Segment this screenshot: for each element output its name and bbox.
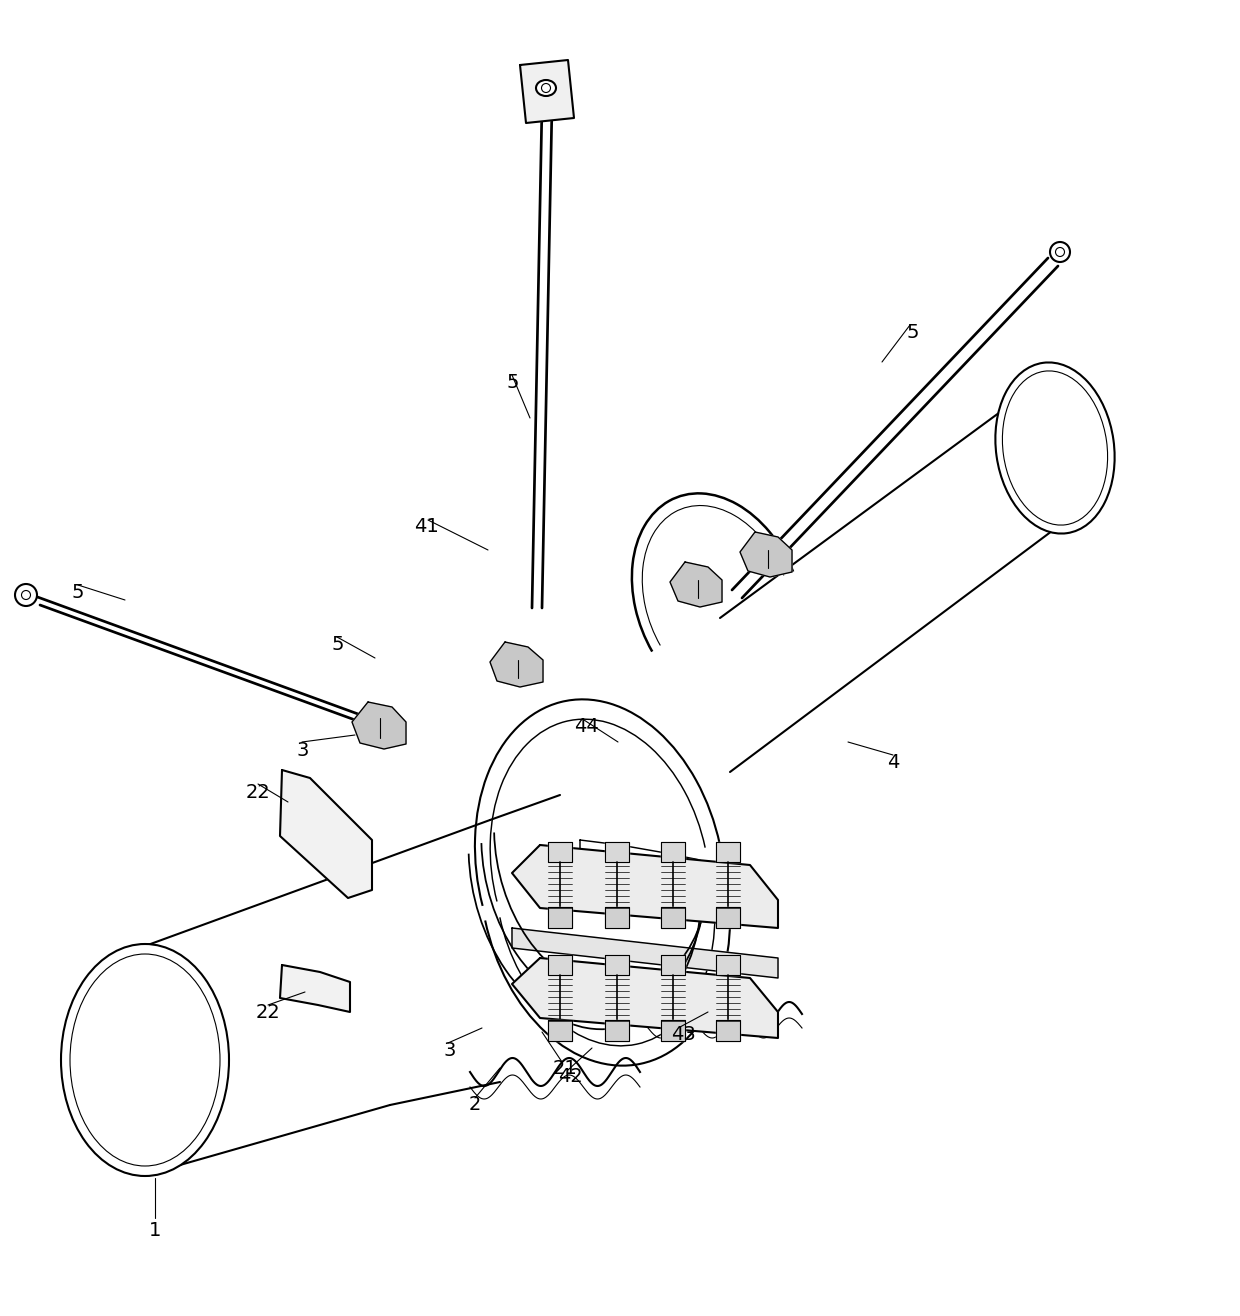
Text: 21: 21 [553,1058,578,1078]
Polygon shape [548,842,572,862]
Ellipse shape [1050,242,1070,262]
Polygon shape [740,532,792,576]
Polygon shape [280,965,350,1012]
Polygon shape [605,955,629,975]
Polygon shape [670,562,722,607]
Polygon shape [520,61,574,122]
Polygon shape [548,955,572,975]
Polygon shape [715,842,740,862]
Polygon shape [548,1020,572,1041]
Text: 5: 5 [906,322,919,341]
Text: 5: 5 [72,583,84,601]
Text: 3: 3 [444,1041,456,1059]
Polygon shape [661,1020,684,1041]
Polygon shape [715,907,740,928]
Text: 1: 1 [149,1220,161,1240]
Polygon shape [661,955,684,975]
Text: 3: 3 [296,741,309,759]
Polygon shape [715,1020,740,1041]
Text: 22: 22 [246,783,270,801]
Ellipse shape [61,944,229,1177]
Ellipse shape [536,80,556,96]
Polygon shape [548,907,572,928]
Polygon shape [605,842,629,862]
Text: 5: 5 [507,372,520,391]
Polygon shape [661,842,684,862]
Polygon shape [352,701,405,749]
Text: 41: 41 [414,517,439,537]
Polygon shape [605,907,629,928]
Text: 43: 43 [671,1024,696,1044]
Polygon shape [605,1020,629,1041]
Polygon shape [490,642,543,687]
Text: 22: 22 [255,1003,280,1021]
Polygon shape [512,845,777,928]
Polygon shape [280,770,372,898]
Text: 4: 4 [887,753,899,771]
Text: 42: 42 [558,1067,583,1087]
Text: 44: 44 [574,717,599,737]
Polygon shape [661,907,684,928]
Ellipse shape [996,362,1115,533]
Ellipse shape [15,584,37,605]
Polygon shape [715,955,740,975]
Polygon shape [512,928,777,978]
Text: 2: 2 [469,1095,481,1115]
Text: 5: 5 [332,634,345,654]
Polygon shape [512,958,777,1038]
